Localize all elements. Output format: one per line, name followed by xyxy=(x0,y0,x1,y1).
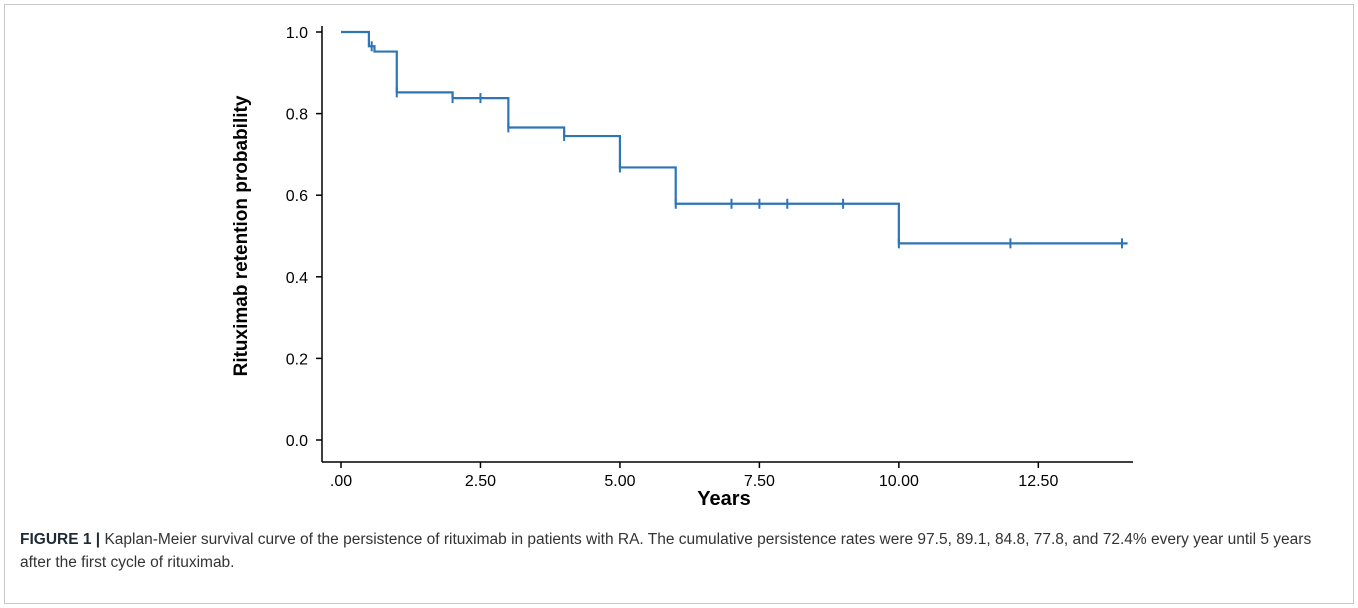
x-tick-label: 12.50 xyxy=(1018,473,1058,490)
x-tick-label: .00 xyxy=(330,473,352,490)
y-tick-label: 0.4 xyxy=(286,270,308,287)
y-tick-label: 0.8 xyxy=(286,107,308,124)
x-tick-label: 5.00 xyxy=(604,473,635,490)
y-axis-title: Rituximab retention probability xyxy=(231,95,252,376)
x-axis: .00 2.50 5.00 7.50 10.00 12.50 xyxy=(322,461,1133,490)
y-tick-label: 0.0 xyxy=(286,433,308,450)
figure-caption: FIGURE 1 | Kaplan-Meier survival curve o… xyxy=(20,528,1340,574)
x-tick-label: 10.00 xyxy=(879,473,919,490)
y-tick-label: 0.6 xyxy=(286,188,308,205)
x-ticks: .00 2.50 5.00 7.50 10.00 12.50 xyxy=(330,462,1058,490)
survival-curve-line xyxy=(341,30,1128,245)
y-tick-label: 1.0 xyxy=(286,25,308,42)
y-ticks: 0.0 0.2 0.4 0.6 0.8 1.0 xyxy=(286,25,322,450)
figure-frame xyxy=(4,4,1354,604)
x-tick-label: 2.50 xyxy=(465,473,496,490)
plot-area xyxy=(341,30,1128,249)
y-tick-label: 0.2 xyxy=(286,351,308,368)
figure-caption-text: Kaplan-Meier survival curve of the persi… xyxy=(20,531,1312,571)
x-axis-title: Years xyxy=(697,488,750,510)
y-axis: 0.0 0.2 0.4 0.6 0.8 1.0 xyxy=(286,25,323,462)
x-tick-label: 7.50 xyxy=(744,473,775,490)
figure-caption-label: FIGURE 1 | xyxy=(20,531,101,548)
kaplan-meier-chart: 0.0 0.2 0.4 0.6 0.8 1.0 .00 2.50 5.00 7.50 10.00 1… xyxy=(231,25,1133,510)
